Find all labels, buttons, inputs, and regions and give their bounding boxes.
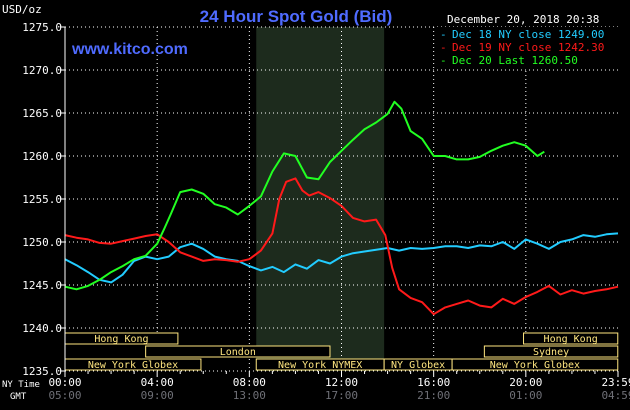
x-tick-ny-label: 00:00 [48, 376, 81, 389]
x-tick-gmt-label: 04:59 [601, 389, 630, 402]
session-label: New York Globex [490, 360, 580, 371]
y-axis-unit-label: USD/oz [2, 3, 42, 16]
x-tick-ny-label: 16:00 [417, 376, 450, 389]
legend-entry: Dec 20 Last 1260.50 [452, 54, 578, 67]
gmt-row-label: GMT [10, 392, 27, 402]
x-tick-gmt-label: 09:00 [141, 389, 174, 402]
nymex-session-shading [256, 27, 385, 371]
y-tick-label: 1250.0 [22, 236, 62, 249]
y-tick-label: 1270.0 [22, 64, 62, 77]
y-tick-label: 1275.0 [22, 21, 62, 34]
session-bar [451, 358, 619, 371]
axis-labels: 1275.0 1270.0 1265.0 1260.0 1255.0 1250.0 1245… [22, 21, 630, 402]
chart-timestamp: December 20, 2018 20:38 [447, 13, 599, 26]
session-label: London [220, 347, 256, 358]
session-bar [145, 345, 331, 358]
market-session-bars: Hong Kong Hong Kong London Sydney New York G… [64, 332, 619, 371]
ny-time-row-label: NY Time [2, 380, 40, 390]
legend-box [437, 27, 618, 69]
session-bar [483, 345, 619, 358]
x-tick-ny-label: 04:00 [141, 376, 174, 389]
session-label: New York NYMEX [278, 360, 362, 371]
y-tick-label: 1245.0 [22, 279, 62, 292]
session-label: NY Globex [391, 360, 445, 371]
session-label: New York Globex [88, 360, 178, 371]
chart-title: 24 Hour Spot Gold (Bid) [200, 7, 393, 26]
y-tick-label: 1255.0 [22, 193, 62, 206]
y-tick-label: 1260.0 [22, 150, 62, 163]
session-label: Hong Kong [94, 334, 148, 345]
session-label: Sydney [533, 347, 569, 358]
legend-entry: Dec 19 NY close 1242.30 [452, 41, 604, 54]
session-bar [523, 332, 619, 345]
x-tick-ny-label: 12:00 [325, 376, 358, 389]
x-tick-gmt-label: 17:00 [325, 389, 358, 402]
x-tick-ny-label: 08:00 [233, 376, 266, 389]
source-watermark: www.kitco.com [71, 41, 188, 58]
y-tick-label: 1235.0 [22, 365, 62, 378]
x-tick-ny-label: 20:00 [509, 376, 542, 389]
y-tick-label: 1240.0 [22, 322, 62, 335]
legend-marker: - [440, 28, 447, 41]
x-tick-gmt-label: 05:00 [48, 389, 81, 402]
legend-marker: - [440, 54, 447, 67]
session-label: Hong Kong [544, 334, 598, 345]
series-line-dec-20 [64, 100, 545, 291]
x-tick-gmt-label: 21:00 [417, 389, 450, 402]
series-line-dec-18 [64, 232, 619, 284]
legend-marker: - [440, 41, 447, 54]
x-tick-gmt-label: 13:00 [233, 389, 266, 402]
x-tick-ny-label: 23:59 [601, 376, 630, 389]
x-tick-gmt-label: 01:00 [509, 389, 542, 402]
series-line-dec-19 [64, 177, 619, 316]
legend-entry: Dec 18 NY close 1249.00 [452, 28, 604, 41]
legend: - Dec 18 NY close 1249.00- Dec 19 NY close… [437, 27, 618, 69]
series-lines [64, 100, 619, 316]
y-tick-label: 1265.0 [22, 107, 62, 120]
